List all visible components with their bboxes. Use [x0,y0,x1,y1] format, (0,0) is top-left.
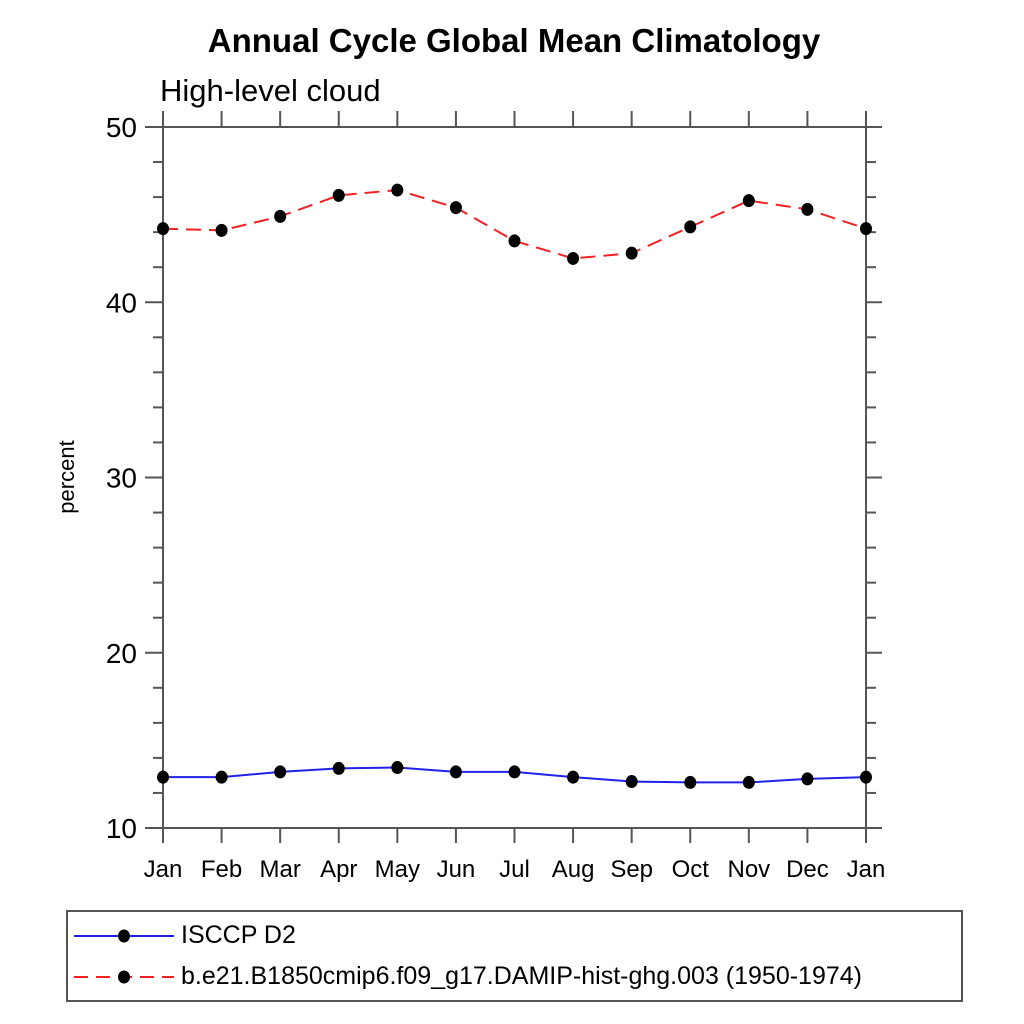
data-point-marker [449,201,462,215]
data-point-marker [625,246,638,260]
data-point-marker [508,765,521,779]
x-tick-label: Jan [144,856,183,883]
x-tick-label: Feb [201,856,242,883]
legend-marker-dot-icon [118,929,130,942]
legend-label-model-run: b.e21.B1850cmip6.f09_g17.DAMIP-hist-ghg.… [181,962,862,990]
y-tick-label: 10 [106,813,137,844]
data-point-marker [684,220,697,234]
data-point-marker [801,772,814,786]
legend-sample-dashed-line [74,970,174,983]
y-tick-label: 30 [106,463,137,494]
chart-subtitle: High-level cloud [160,73,381,108]
data-point-marker [801,202,814,216]
data-point-marker [449,765,462,779]
data-point-marker [684,775,697,789]
x-tick-label: Jun [437,856,476,883]
x-tick-label: Sep [610,856,653,883]
x-tick-label: Dec [786,856,829,883]
x-tick-label: May [375,856,420,883]
data-point-marker [391,761,404,775]
x-tick-label: Oct [672,856,710,883]
data-point-marker [332,188,345,202]
data-point-marker [508,234,521,248]
y-tick-label: 20 [106,638,137,669]
y-axis-title: percent [54,440,79,513]
x-tick-label: Jul [499,856,530,883]
data-point-marker [860,222,872,236]
plot-border [162,126,867,829]
data-point-marker [391,183,404,197]
x-tick-label: Apr [320,856,357,883]
series-line-1 [162,189,867,260]
data-point-marker [215,770,228,784]
chart-title: Annual Cycle Global Mean Climatology [208,22,821,59]
y-tick-label: 50 [106,112,137,143]
data-point-marker [274,765,287,779]
x-tick-label: Aug [552,856,595,883]
legend-sample-solid-line [74,929,174,942]
legend-item-model-run: b.e21.B1850cmip6.f09_g17.DAMIP-hist-ghg.… [71,956,961,997]
data-point-marker [215,223,228,237]
data-point-marker [742,194,755,208]
data-point-marker [157,770,169,784]
data-point-marker [860,770,872,784]
legend-box: ISCCP D2 b.e21.B1850cmip6.f09_g17.DAMIP-… [66,910,963,1002]
data-point-marker [157,222,169,236]
data-point-marker [274,209,287,223]
data-point-marker [742,775,755,789]
x-tick-label: Mar [259,856,300,883]
data-point-marker [567,770,580,784]
data-point-marker [332,761,345,775]
legend-label-isccp-d2: ISCCP D2 [181,921,296,949]
x-tick-label: Jan [847,856,886,883]
x-tick-label: Nov [727,856,770,883]
legend-marker-dot-icon [118,970,130,983]
legend-item-isccp-d2: ISCCP D2 [71,915,961,956]
data-point-marker [625,775,638,789]
y-tick-label: 40 [106,287,137,318]
data-point-marker [567,251,580,265]
axes [145,111,882,843]
